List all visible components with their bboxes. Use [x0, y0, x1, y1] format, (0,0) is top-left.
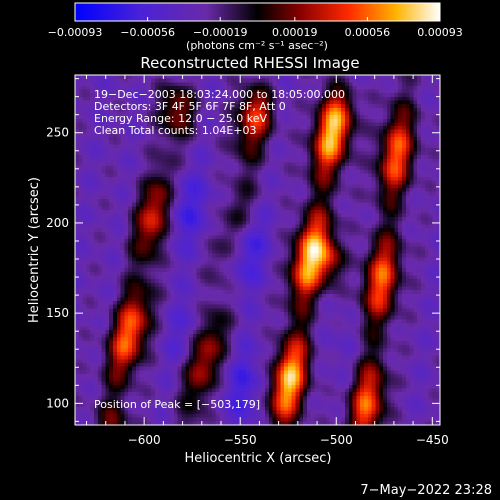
- colorbar-unit: (photons cm⁻² s⁻¹ asec⁻²): [186, 39, 328, 52]
- colorbar-tick-label-3: 0.00019: [272, 26, 318, 39]
- y-tick-label-3: 250: [46, 126, 69, 140]
- y-tick-label-2: 200: [46, 216, 69, 230]
- plot-frame: [74, 74, 441, 426]
- y-tick-label-0: 100: [46, 396, 69, 410]
- x-axis-label: Heliocentric X (arcsec): [185, 451, 332, 466]
- y-axis-ticks: 100 150 200 250: [46, 78, 440, 422]
- x-tick-label-2: −500: [320, 433, 353, 447]
- colorbar-tick-label-1: −0.00056: [120, 26, 175, 39]
- annotation-detectors: Detectors: 3F 4F 5F 6F 7F 8F, Att 0: [94, 100, 286, 113]
- annotation-energy-range: Energy Range: 12.0 − 25.0 keV: [94, 112, 268, 125]
- x-tick-label-3: −450: [416, 433, 449, 447]
- x-tick-label-1: −550: [224, 433, 257, 447]
- colorbar-tick-label-4: 0.00056: [345, 26, 391, 39]
- heatmap-raster: [75, 75, 440, 425]
- colorbar: [75, 3, 440, 21]
- annotation-time-range: 19−Dec−2003 18:03:24.000 to 18:05:00.000: [94, 88, 345, 101]
- chart-title: Reconstructed RHESSI Image: [140, 54, 359, 72]
- colorbar-tick-label-5: 0.00093: [417, 26, 463, 39]
- heatmap-image: [75, 75, 440, 425]
- x-tick-label-0: −600: [128, 433, 161, 447]
- peak-position-label: Position of Peak = [−503,179]: [94, 398, 260, 411]
- y-axis-label: Heliocentric Y (arcsec): [27, 177, 42, 323]
- colorbar-frame: [74, 2, 441, 22]
- annotation-clean-counts: Clean Total counts: 1.04E+03: [94, 124, 257, 137]
- y-tick-label-1: 150: [46, 306, 69, 320]
- timestamp: 7−May−2022 23:28: [360, 483, 492, 498]
- colorbar-tick-label-2: −0.00019: [193, 26, 248, 39]
- x-axis-ticks: −600 −550 −500 −450: [86, 75, 449, 447]
- colorbar-tick-label-0: −0.00093: [48, 26, 103, 39]
- colorbar-ticks: −0.00093 −0.00056 −0.00019 0.00019 0.00056 0.…: [48, 17, 463, 39]
